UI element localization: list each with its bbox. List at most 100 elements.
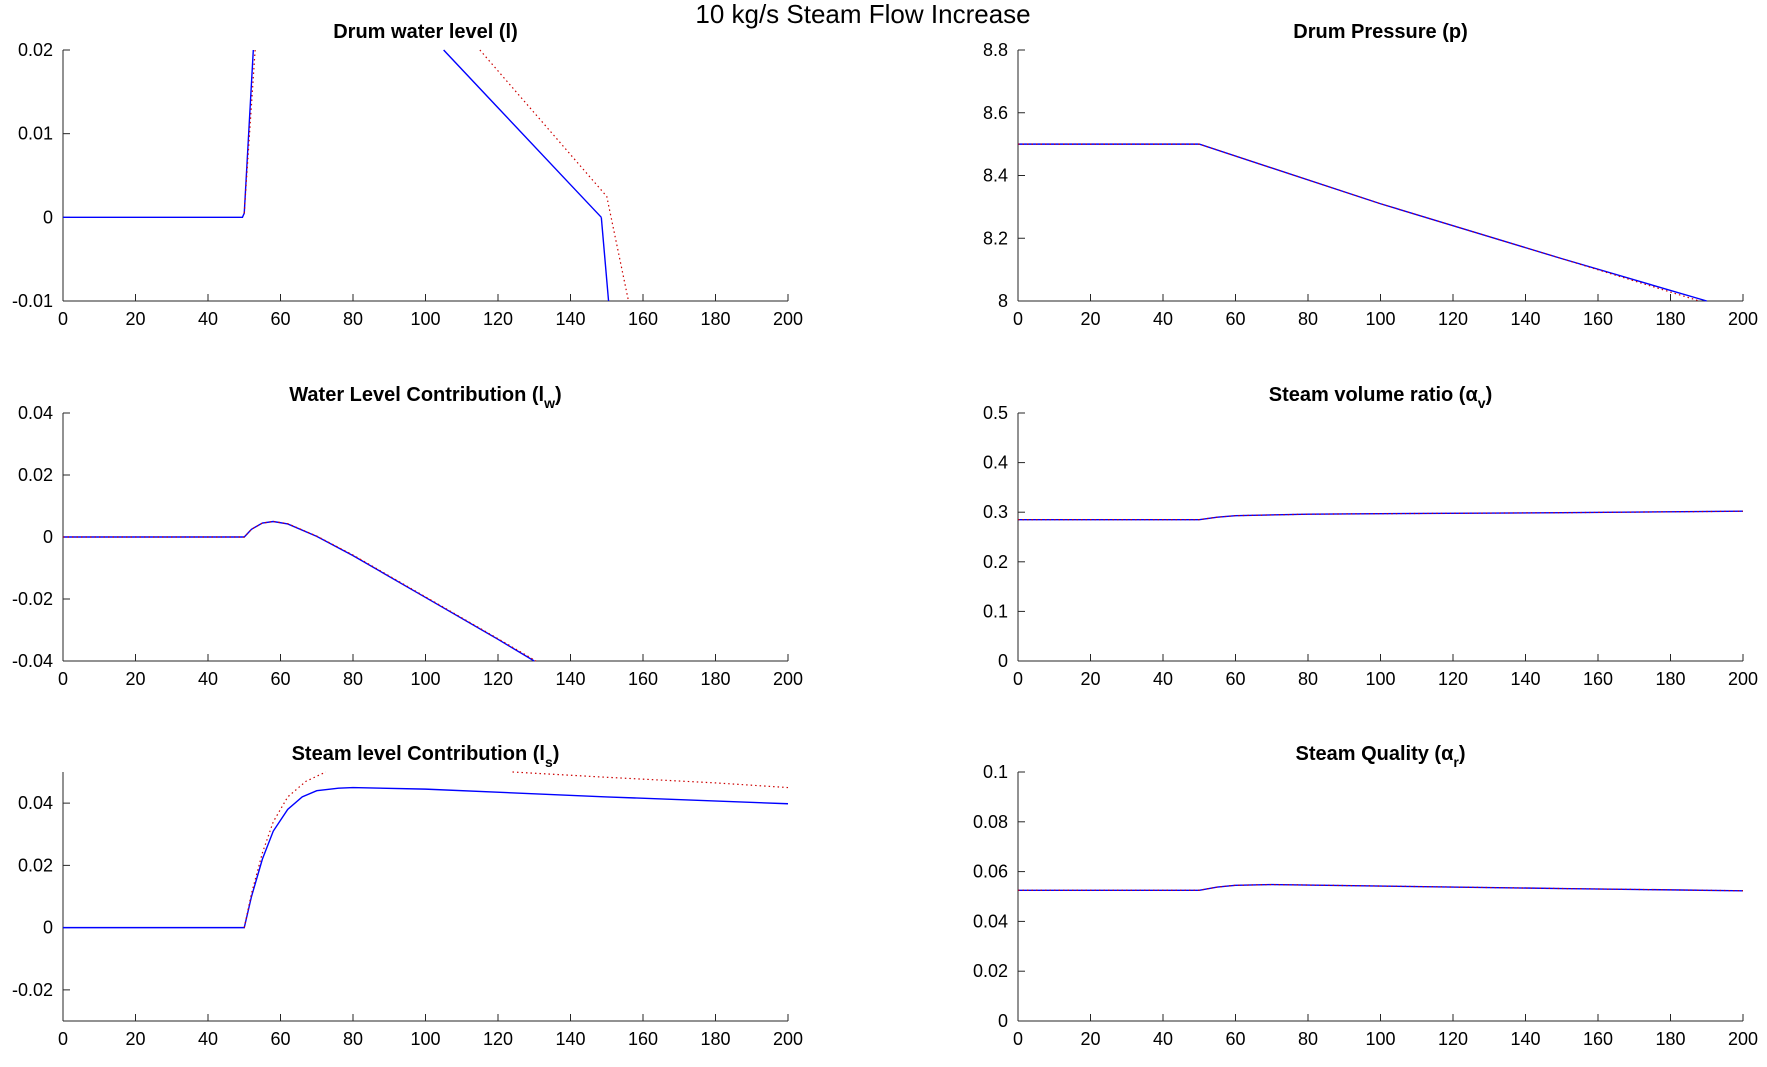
y-tick-label: 8.2 bbox=[983, 228, 1008, 248]
y-tick-label: 0 bbox=[998, 651, 1008, 671]
x-tick-label: 120 bbox=[483, 309, 513, 329]
series-2-line bbox=[1018, 510, 1744, 521]
x-tick-label: 40 bbox=[198, 309, 218, 329]
x-tick-label: 100 bbox=[1365, 669, 1395, 689]
subplot-title-subscript: v bbox=[1478, 395, 1486, 411]
series-2-line bbox=[243, 49, 630, 302]
x-tick-label: 60 bbox=[1225, 309, 1245, 329]
x-tick-label: 80 bbox=[343, 1029, 363, 1049]
x-tick-label: 200 bbox=[773, 309, 803, 329]
x-tick-label: 180 bbox=[700, 309, 730, 329]
series-1-line bbox=[1018, 143, 1707, 302]
y-tick-label: 0.04 bbox=[18, 793, 53, 813]
series-2-line bbox=[243, 771, 789, 928]
x-tick-label: 60 bbox=[1225, 669, 1245, 689]
y-tick-label: 0.02 bbox=[18, 855, 53, 875]
x-tick-label: 40 bbox=[1153, 669, 1173, 689]
x-tick-label: 60 bbox=[270, 309, 290, 329]
series-1-line bbox=[63, 786, 789, 929]
x-tick-label: 0 bbox=[1013, 1029, 1023, 1049]
series-1-segment bbox=[1018, 143, 1707, 302]
subplot-title-tail: ) bbox=[1486, 384, 1493, 406]
x-tick-label: 20 bbox=[125, 1029, 145, 1049]
subplot-title: Steam level Contribution (ls) bbox=[292, 743, 560, 770]
x-tick-label: 160 bbox=[1583, 1029, 1613, 1049]
subplot-title-main: Steam volume ratio (α bbox=[1269, 384, 1479, 406]
x-tick-label: 140 bbox=[1510, 309, 1540, 329]
y-tick-label: 0.06 bbox=[973, 862, 1008, 882]
subplot-title-main: Drum Pressure (p) bbox=[1293, 21, 1468, 43]
x-tick-label: 60 bbox=[1225, 1029, 1245, 1049]
x-tick-label: 120 bbox=[1438, 669, 1468, 689]
series-1-segment bbox=[443, 49, 602, 218]
x-tick-label: 0 bbox=[58, 309, 68, 329]
x-tick-label: 60 bbox=[270, 1029, 290, 1049]
y-tick-label: -0.01 bbox=[12, 291, 53, 311]
x-tick-label: 100 bbox=[1365, 309, 1395, 329]
x-tick-label: 80 bbox=[343, 309, 363, 329]
y-tick-label: 0.1 bbox=[983, 762, 1008, 782]
subplot-2: Drum Pressure (p) 0 20 40 60 80 100 120 140 160 18… bbox=[983, 21, 1758, 329]
subplot-title-main: Water Level Contribution (l bbox=[289, 384, 544, 406]
x-tick-label: 100 bbox=[410, 1029, 440, 1049]
x-tick-label: 0 bbox=[1013, 309, 1023, 329]
x-tick-label: 180 bbox=[1655, 309, 1685, 329]
x-tick-label: 120 bbox=[483, 1029, 513, 1049]
y-tick-label: 0.2 bbox=[983, 552, 1008, 572]
x-tick-label: 180 bbox=[700, 669, 730, 689]
x-tick-label: 100 bbox=[410, 669, 440, 689]
subplot-5: Steam level Contribution (ls) 0 20 40 60 80 10… bbox=[12, 743, 803, 1049]
series-1-segment bbox=[63, 786, 789, 929]
subplot-title: Drum water level (l) bbox=[333, 21, 518, 43]
y-tick-label: 0 bbox=[43, 527, 53, 547]
x-tick-label: 140 bbox=[1510, 1029, 1540, 1049]
subplot-1: Drum water level (l) 0 20 40 60 80 100 120 140 16… bbox=[12, 21, 803, 329]
x-tick-label: 40 bbox=[1153, 1029, 1173, 1049]
subplot-title-tail: ) bbox=[553, 743, 560, 765]
subplot-title-subscript: w bbox=[543, 395, 555, 411]
x-tick-label: 140 bbox=[555, 309, 585, 329]
series-2-segment bbox=[243, 771, 327, 928]
x-tick-label: 40 bbox=[1153, 309, 1173, 329]
subplot-title: Water Level Contribution (lw) bbox=[289, 384, 561, 411]
y-tick-label: -0.02 bbox=[12, 589, 53, 609]
y-tick-label: 0.02 bbox=[18, 465, 53, 485]
y-tick-label: 0.5 bbox=[983, 403, 1008, 423]
series-2-segment bbox=[63, 520, 537, 662]
subplot-title-subscript: s bbox=[545, 754, 553, 770]
x-tick-label: 200 bbox=[773, 669, 803, 689]
series-1-segment bbox=[63, 49, 255, 219]
x-tick-label: 0 bbox=[1013, 669, 1023, 689]
x-tick-label: 80 bbox=[1298, 309, 1318, 329]
x-tick-label: 120 bbox=[483, 669, 513, 689]
subplot-title: Drum Pressure (p) bbox=[1293, 21, 1468, 43]
x-tick-label: 80 bbox=[1298, 1029, 1318, 1049]
x-tick-label: 0 bbox=[58, 669, 68, 689]
series-2-segment bbox=[479, 49, 630, 302]
x-tick-label: 180 bbox=[1655, 669, 1685, 689]
x-tick-label: 160 bbox=[1583, 669, 1613, 689]
x-tick-label: 40 bbox=[198, 669, 218, 689]
y-tick-label: 0.1 bbox=[983, 601, 1008, 621]
series-2-line bbox=[63, 520, 537, 662]
subplot-6: Steam Quality (αr) 0 20 40 60 80 100 120 140 160 1… bbox=[973, 743, 1758, 1049]
subplot-3: Water Level Contribution (lw) 0 20 40 60 80 10… bbox=[12, 384, 803, 689]
subplot-title-main: Steam level Contribution (l bbox=[292, 743, 545, 765]
series-2-line bbox=[1018, 883, 1744, 892]
y-tick-label: 0 bbox=[998, 1011, 1008, 1031]
y-tick-label: 0.02 bbox=[18, 40, 53, 60]
y-tick-label: 0.04 bbox=[973, 911, 1008, 931]
x-tick-label: 180 bbox=[1655, 1029, 1685, 1049]
series-2-segment bbox=[512, 771, 789, 789]
x-tick-label: 20 bbox=[1080, 1029, 1100, 1049]
y-tick-label: 0.08 bbox=[973, 812, 1008, 832]
y-tick-label: 0.04 bbox=[18, 403, 53, 423]
subplot-4: Steam volume ratio (αv) 0 20 40 60 80 100 120 14… bbox=[983, 384, 1758, 689]
y-tick-label: 0 bbox=[43, 918, 53, 938]
y-tick-label: 0 bbox=[43, 207, 53, 227]
subplot-title-tail: ) bbox=[555, 384, 562, 406]
x-tick-label: 20 bbox=[1080, 309, 1100, 329]
x-tick-label: 100 bbox=[1365, 1029, 1395, 1049]
x-tick-label: 200 bbox=[1728, 309, 1758, 329]
